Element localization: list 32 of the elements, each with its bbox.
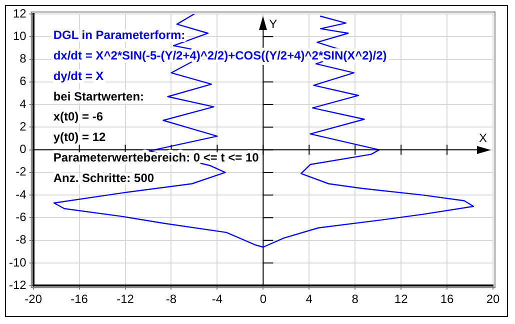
y-tick-label: -8 xyxy=(16,232,27,247)
x-tick-label: 16 xyxy=(440,292,454,306)
x-tick-label: -12 xyxy=(116,292,134,306)
y-tick-label: -6 xyxy=(16,210,27,224)
y-tick-label: -10 xyxy=(9,255,27,270)
y-axis-title: Y xyxy=(269,17,278,31)
y-tick-label: -4 xyxy=(16,187,27,202)
x-tick-label: 8 xyxy=(352,292,359,306)
y-tick-label: 10 xyxy=(12,28,27,43)
annotation: dy/dt = X xyxy=(53,68,104,83)
x-tick-label: 12 xyxy=(394,292,408,306)
x-tick-label: 4 xyxy=(306,292,313,306)
annotation: bei Startwerten: xyxy=(53,89,144,104)
x-tick-label: -16 xyxy=(70,292,88,306)
x-axis-title: X xyxy=(478,130,488,145)
annotation: Anz. Schritte: 500 xyxy=(53,171,154,186)
y-tick-label: 8 xyxy=(20,52,27,66)
x-tick-label: 20 xyxy=(486,292,500,306)
y-tick-label: 4 xyxy=(20,96,27,111)
annotation: x(t0) = -6 xyxy=(53,110,104,124)
y-tick-label: 6 xyxy=(20,74,27,88)
annotation: DGL in Parameterform: xyxy=(53,28,186,42)
x-tick-label: -4 xyxy=(212,292,223,306)
y-tick-label: 0 xyxy=(20,142,27,156)
x-tick-label: -20 xyxy=(24,292,42,306)
y-tick-label: 2 xyxy=(20,119,27,134)
y-tick-label: 12 xyxy=(12,6,27,20)
y-tick-label: -2 xyxy=(16,164,27,179)
x-tick-label: -8 xyxy=(166,292,177,306)
y-tick-label: -12 xyxy=(9,278,27,292)
x-tick-label: 0 xyxy=(260,292,267,306)
annotation: y(t0) = 12 xyxy=(53,130,106,144)
